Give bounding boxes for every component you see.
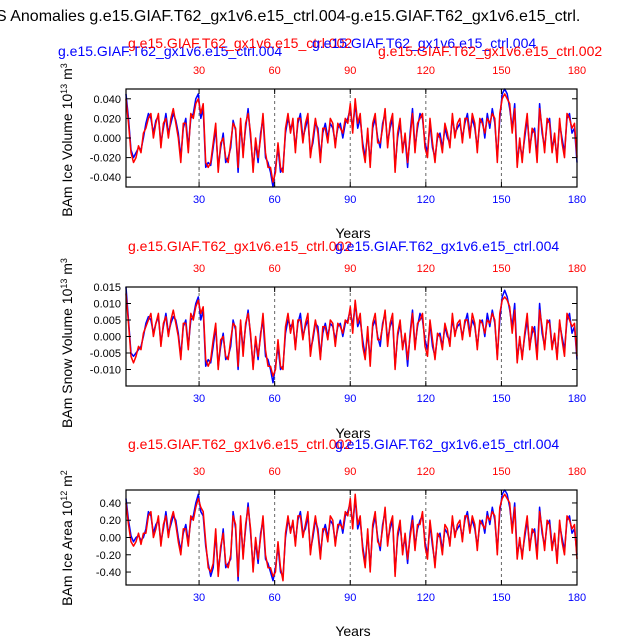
x-tick-label-bottom: 150 [492, 194, 510, 206]
x-tick-label-bottom: 150 [492, 592, 510, 604]
case2-label: g.e15.GIAF.T62_gx1v6.e15_ctrl.002 [128, 238, 352, 254]
x-tick-label-top: 120 [417, 466, 435, 478]
figure-title: S Anomalies g.e15.GIAF.T62_gx1v6.e15_ctr… [0, 8, 580, 25]
x-tick-label-top: 30 [193, 263, 205, 275]
plot-area: -0.010 -0.005 0.000 0.005 0.010 0.015 30 30 60 60… [90, 263, 586, 405]
x-tick-label-bottom: 90 [344, 592, 356, 604]
x-tick-label-bottom: 180 [568, 194, 586, 206]
x-tick-label-top: 150 [492, 466, 510, 478]
x-tick-label-top: 150 [492, 263, 510, 275]
panel-snow-volume: g.e15.GIAF.T62_gx1v6.e15_ctrl.002 g.e15.… [59, 238, 586, 441]
plot-area: -0.40 -0.20 0.00 0.20 0.40 30 30 60 60 90 90 120 120… [96, 466, 586, 604]
y-tick-label: -0.20 [96, 550, 121, 562]
x-tick-label-bottom: 30 [193, 194, 205, 206]
plot-area: -0.040 -0.020 0.000 0.020 0.040 30 30 60 60 90 90 1… [90, 65, 586, 206]
x-tick-label-bottom: 60 [269, 194, 281, 206]
plot-frame [125, 286, 578, 387]
panel-ice-area: g.e15.GIAF.T62_gx1v6.e15_ctrl.002 g.e15.… [59, 436, 586, 638]
y-axis-label: BAm Ice Volume 1013 m3 [59, 63, 75, 217]
case1-label: g.e15.GIAF.T62_gx1v6.e15_ctrl.004 [312, 35, 536, 51]
case1-label: g.e15.GIAF.T62_gx1v6.e15_ctrl.004 [58, 43, 282, 59]
x-tick-label-top: 90 [344, 466, 356, 478]
x-tick-label-top: 90 [344, 65, 356, 77]
y-tick-label: 0.000 [93, 332, 121, 344]
y-tick-label: 0.015 [93, 282, 121, 294]
y-tick-label: 0.40 [100, 498, 121, 510]
series-line-case2 [125, 293, 578, 377]
x-tick-label-bottom: 120 [417, 393, 435, 405]
y-tick-label: -0.005 [90, 348, 121, 360]
x-tick-label-top: 150 [492, 65, 510, 77]
x-tick-label-bottom: 120 [417, 194, 435, 206]
y-tick-label: -0.020 [90, 153, 121, 165]
y-tick-label: 0.20 [100, 515, 121, 527]
x-tick-label-top: 180 [568, 263, 586, 275]
x-tick-label-top: 120 [417, 65, 435, 77]
x-tick-label-top: 60 [269, 65, 281, 77]
y-tick-label: -0.040 [90, 172, 121, 184]
y-axis-label: BAm Snow Volume 1013 m3 [59, 258, 75, 428]
series-line-case2 [125, 93, 578, 183]
case2-label: g.e15.GIAF.T62_gx1v6.e15_ctrl.002 [128, 35, 352, 51]
x-tick-label-bottom: 60 [269, 393, 281, 405]
x-tick-label-top: 60 [269, 263, 281, 275]
y-tick-label: 0.020 [93, 113, 121, 125]
x-tick-label-top: 180 [568, 466, 586, 478]
y-tick-label: -0.40 [96, 567, 121, 579]
x-tick-label-bottom: 30 [193, 592, 205, 604]
x-tick-label-bottom: 150 [492, 393, 510, 405]
series-line-case2 [125, 493, 578, 582]
x-tick-label-bottom: 180 [568, 592, 586, 604]
y-tick-label: -0.010 [90, 365, 121, 377]
panel-ice-volume: g.e15.GIAF.T62_gx1v6.e15_ctrl.004 g.e15.… [58, 35, 602, 241]
y-tick-label: 0.005 [93, 315, 121, 327]
y-axis-label: BAm Ice Area 1012 m2 [59, 470, 75, 606]
case2-label: g.e15.GIAF.T62_gx1v6.e15_ctrl.002 [128, 436, 352, 452]
x-tick-label-bottom: 120 [417, 592, 435, 604]
x-axis-label: Years [335, 225, 370, 241]
x-tick-label-bottom: 90 [344, 194, 356, 206]
y-tick-label: 0.00 [100, 533, 121, 545]
x-tick-label-top: 60 [269, 466, 281, 478]
x-axis-label: Years [335, 623, 370, 638]
x-axis-label: Years [335, 425, 370, 441]
x-tick-label-top: 30 [193, 65, 205, 77]
case1-label: g.e15.GIAF.T62_gx1v6.e15_ctrl.004 [335, 436, 559, 452]
y-tick-label: 0.040 [93, 94, 121, 106]
case1-label: g.e15.GIAF.T62_gx1v6.e15_ctrl.004 [335, 238, 559, 254]
x-tick-label-top: 30 [193, 466, 205, 478]
case2-label: g.e15.GIAF.T62_gx1v6.e15_ctrl.002 [378, 43, 602, 59]
y-tick-label: 0.000 [93, 133, 121, 145]
x-tick-label-top: 90 [344, 263, 356, 275]
x-tick-label-bottom: 180 [568, 393, 586, 405]
x-tick-label-bottom: 30 [193, 393, 205, 405]
x-tick-label-bottom: 60 [269, 592, 281, 604]
y-tick-label: 0.010 [93, 299, 121, 311]
x-tick-label-top: 180 [568, 65, 586, 77]
x-tick-label-bottom: 90 [344, 393, 356, 405]
series-line-case1 [125, 286, 578, 384]
x-tick-label-top: 120 [417, 263, 435, 275]
